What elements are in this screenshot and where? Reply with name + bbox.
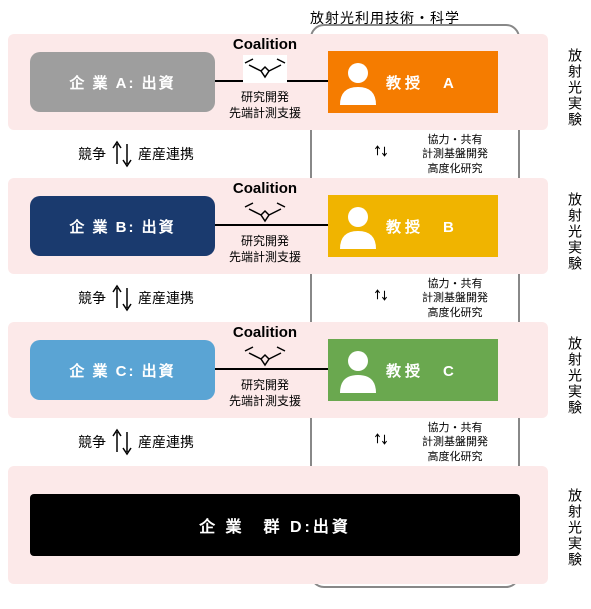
- professor-label: 教授 A: [386, 72, 458, 93]
- person-icon: [336, 59, 380, 105]
- company-group-d: 企 業 群 D:出資: [30, 494, 520, 556]
- collab-l2: 計測基盤開発: [395, 291, 515, 305]
- professor-label: 教授 C: [386, 360, 458, 381]
- updown-arrow-icon: [373, 432, 389, 446]
- professor-box-a: 教授 A: [328, 51, 498, 113]
- collab-block: 協力・共有 計測基盤開発 高度化研究: [395, 276, 515, 321]
- handshake-icon: [243, 343, 287, 371]
- side-label: 放射光実験: [555, 192, 585, 272]
- updown-arrow-icon: [112, 424, 132, 460]
- collab-l3: 高度化研究: [395, 450, 515, 464]
- coalition-sub2: 先端計測支援: [215, 394, 315, 410]
- company-box-a: 企 業 A: 出資: [30, 52, 215, 112]
- gap-right: 産産連携: [138, 288, 194, 308]
- collab-block: 協力・共有 計測基盤開発 高度化研究: [395, 132, 515, 177]
- coalition-sub2: 先端計測支援: [215, 106, 315, 122]
- company-box-b: 企 業 B: 出資: [30, 196, 215, 256]
- collab-l1: 協力・共有: [395, 277, 515, 291]
- professor-label: 教授 B: [386, 216, 458, 237]
- coalition-sub2: 先端計測支援: [215, 250, 315, 266]
- collab-block: 協力・共有 計測基盤開発 高度化研究: [395, 420, 515, 465]
- side-label: 放射光実験: [555, 48, 585, 128]
- gap-left: 競争: [78, 288, 106, 308]
- coalition-block: Coalition 研究開発 先端計測支援: [215, 324, 315, 409]
- collab-l3: 高度化研究: [395, 162, 515, 176]
- side-label: 放射光実験: [555, 488, 585, 568]
- coalition-block: Coalition 研究開発 先端計測支援: [215, 36, 315, 121]
- collab-l2: 計測基盤開発: [395, 147, 515, 161]
- company-box-c: 企 業 C: 出資: [30, 340, 215, 400]
- updown-arrow-icon: [112, 280, 132, 316]
- collab-l2: 計測基盤開発: [395, 435, 515, 449]
- coalition-title: Coalition: [215, 324, 315, 341]
- side-label: 放射光実験: [555, 336, 585, 416]
- person-icon: [336, 203, 380, 249]
- updown-arrow-icon: [112, 136, 132, 172]
- professor-box-b: 教授 B: [328, 195, 498, 257]
- coalition-sub1: 研究開発: [215, 234, 315, 250]
- updown-arrow-icon: [373, 288, 389, 302]
- collab-l1: 協力・共有: [395, 133, 515, 147]
- gap-right: 産産連携: [138, 144, 194, 164]
- gap-left: 競争: [78, 432, 106, 452]
- gap-right: 産産連携: [138, 432, 194, 452]
- professor-box-c: 教授 C: [328, 339, 498, 401]
- handshake-icon: [243, 55, 287, 83]
- coalition-title: Coalition: [215, 36, 315, 53]
- person-icon: [336, 347, 380, 393]
- coalition-sub1: 研究開発: [215, 90, 315, 106]
- collab-l3: 高度化研究: [395, 306, 515, 320]
- updown-arrow-icon: [373, 144, 389, 158]
- coalition-title: Coalition: [215, 180, 315, 197]
- gap-left: 競争: [78, 144, 106, 164]
- coalition-block: Coalition 研究開発 先端計測支援: [215, 180, 315, 265]
- coalition-sub1: 研究開発: [215, 378, 315, 394]
- collab-l1: 協力・共有: [395, 421, 515, 435]
- handshake-icon: [243, 199, 287, 227]
